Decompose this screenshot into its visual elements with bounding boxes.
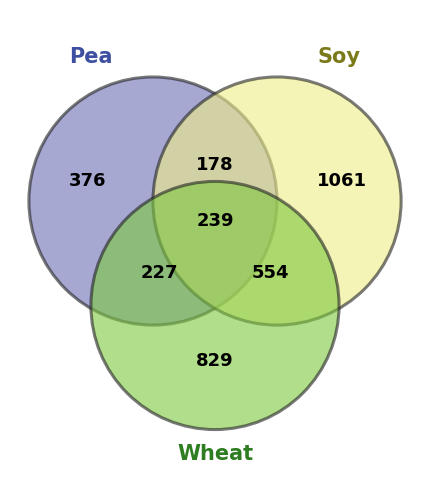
Text: Soy: Soy <box>318 47 361 67</box>
Circle shape <box>91 182 339 430</box>
Text: 239: 239 <box>196 212 234 230</box>
Text: Wheat: Wheat <box>177 444 253 464</box>
Text: 178: 178 <box>196 156 234 174</box>
Text: 829: 829 <box>196 352 234 370</box>
Circle shape <box>29 77 277 325</box>
Text: Pea: Pea <box>69 47 113 67</box>
Text: 227: 227 <box>141 264 178 282</box>
Text: 554: 554 <box>252 264 289 282</box>
Text: 1061: 1061 <box>317 172 367 190</box>
Circle shape <box>153 77 401 325</box>
Text: 376: 376 <box>69 172 106 190</box>
